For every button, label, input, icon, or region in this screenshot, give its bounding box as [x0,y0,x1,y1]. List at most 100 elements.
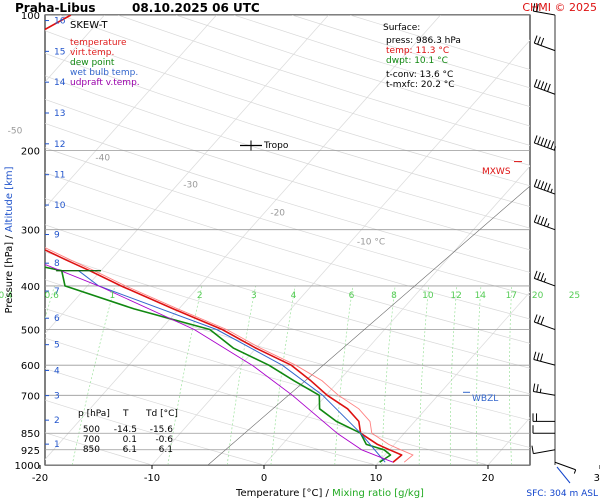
mixing-ratio-label: 1 [110,291,116,301]
legend-item-dew-point: dew point [70,58,115,68]
wind-barb-flag [550,141,555,150]
wind-barb-flag [540,273,545,281]
y-axis-title-separator: / [4,232,15,242]
wind-barb [533,35,556,52]
wind-barb-flag [533,79,538,87]
wind-barb-flag [537,315,541,324]
temperature-tick-label: 0 [261,473,267,484]
table-cell: -14.5 [114,425,137,435]
surface-temp: temp: 11.3 °C [386,46,449,56]
altitude-tick-label: 11 [54,171,65,181]
pressure-tick-label: 600 [21,361,40,372]
x-axis-title: Temperature [°C] / Mixing ratio [g/kg] [235,488,424,499]
table-cell: 700 [83,435,100,445]
table-cell: 850 [83,445,100,455]
surface-heading: Surface: [383,23,420,33]
wind-barb [532,413,555,422]
wind-barb-flag [540,316,545,325]
surface-tconv: t-conv: 13.6 °C [386,70,453,80]
wind-barb [533,214,556,231]
wind-barb-flag [532,383,536,392]
dry-adiabat [45,224,530,369]
wind-barb-flag [547,140,551,148]
altitude-tick-label: 6 [54,314,60,324]
wind-barb-half [543,278,547,283]
wind-barb-flag [533,214,538,223]
surface-info: Surface: press: 986.3 hPa temp: 11.3 °C … [383,23,461,90]
pressure-tick-label: 925 [21,446,40,457]
temperature-tick-label: -20 [32,473,48,484]
table-cell: -15.6 [150,425,174,435]
station-title: Praha-Libus [15,1,95,15]
wind-barb-flag [543,182,548,191]
wind-barb-flag [537,36,541,45]
wind-barb-flag [533,35,538,44]
isotherm [263,165,530,465]
x-axis-title-mixing: Mixing ratio [g/kg] [332,488,424,499]
pressure-tick-label: 300 [21,226,40,237]
x-axis-title-temperature: Temperature [°C] [235,488,322,499]
wind-barb-flag [531,445,534,454]
wind-barb-flag [533,135,538,144]
mixing-ratio-label: 17 [506,291,517,301]
plot-frame [44,14,531,466]
wind-barb-shaft [533,449,556,455]
dry-adiabat [45,172,530,320]
altitude-tick-label: 12 [54,140,65,150]
wind-barb [533,314,556,331]
profile-layer [45,15,530,465]
copyright: CHMI © 2025 [522,1,597,14]
wind-barb [554,461,577,474]
altitude-tick-label: 5 [54,341,60,351]
wind-barb [533,351,556,366]
temperature-tick-label: 10 [370,473,383,484]
wind-barb-flag [543,218,548,226]
wind-barb-flag [537,136,541,145]
wind-barb-half [553,146,557,151]
isotherm [151,39,530,465]
pressure-tick-label: 200 [21,146,40,157]
mixing-ratio-label: 20 [532,291,544,301]
wind-barb [532,383,556,396]
mxws-label: MXWS [482,167,511,177]
temperature-tick-label: 20 [482,473,495,484]
wind-barb-flag [533,351,537,360]
mixing-ratio-label: 10 [422,291,434,301]
sfc-label: SFC: 304 m ASL [526,489,598,499]
wind-barb-flag [540,37,545,46]
wind-barb-flag [547,83,551,92]
isotherm-label: -30 [183,181,198,191]
wind-barb-flag [532,3,536,12]
altitude-tick-label: 16 [54,17,66,27]
altitude-tick-label: 15 [54,47,65,57]
dry-adiabat [45,52,530,208]
wind-barb [532,425,555,434]
mixing-ratio-label: 2 [197,291,203,301]
wind-barb-half [547,223,550,228]
sfc-arrow [556,466,571,484]
mixing-ratio-label: 0.4 [0,291,13,301]
isotherm-label: -10 °C [357,237,385,247]
altitude-tick-label: 1 [54,440,60,450]
wind-barb-flag [537,80,541,89]
mixing-ratio-label: 8 [391,291,397,301]
series-virt-temp-line [45,247,414,463]
legend-item-temperature: temperature [70,38,127,48]
mixing-ratio-label: 6 [349,291,355,301]
y-axis-title-pressure: Pressure [hPa] [4,242,15,314]
mixing-ratio-label: 3 [251,291,257,301]
table-header-t: T [122,409,129,419]
altitude-tick-label: 4 [54,366,60,376]
table-cell: 6.1 [123,445,137,455]
temperature-tick-label: -10 [144,473,160,484]
wind-barb-column [531,3,577,484]
mixing-ratio-line [71,285,116,465]
wind-barb [533,135,557,151]
pressure-tick-label: 1000 [15,461,40,472]
wind-barb-flag [537,271,541,280]
wind-barb-half [539,388,542,393]
pressure-tick-label: 400 [21,282,40,293]
legend-item-updraft: udpraft v.temp. [70,78,140,88]
mixing-ratio-label: 12 [450,291,461,301]
sounding-datetime: 08.10.2025 06 UTC [132,1,260,15]
